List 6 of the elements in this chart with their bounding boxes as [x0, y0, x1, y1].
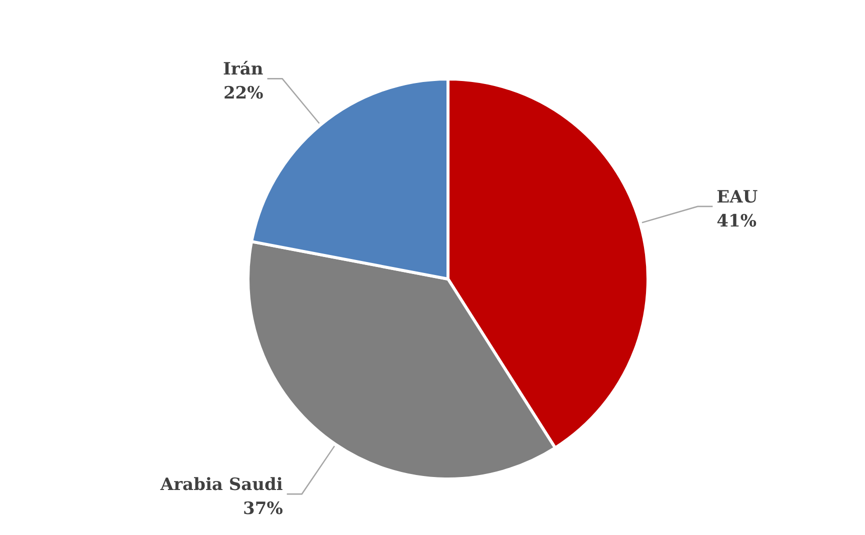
data-label: 22%: [223, 84, 264, 104]
data-label: 37%: [243, 499, 283, 520]
slice-label: Irán: [222, 60, 264, 80]
data-label: 41%: [716, 211, 756, 232]
slice-label: EAU: [716, 187, 758, 208]
slice-label: Arabia Saudi: [159, 475, 284, 496]
